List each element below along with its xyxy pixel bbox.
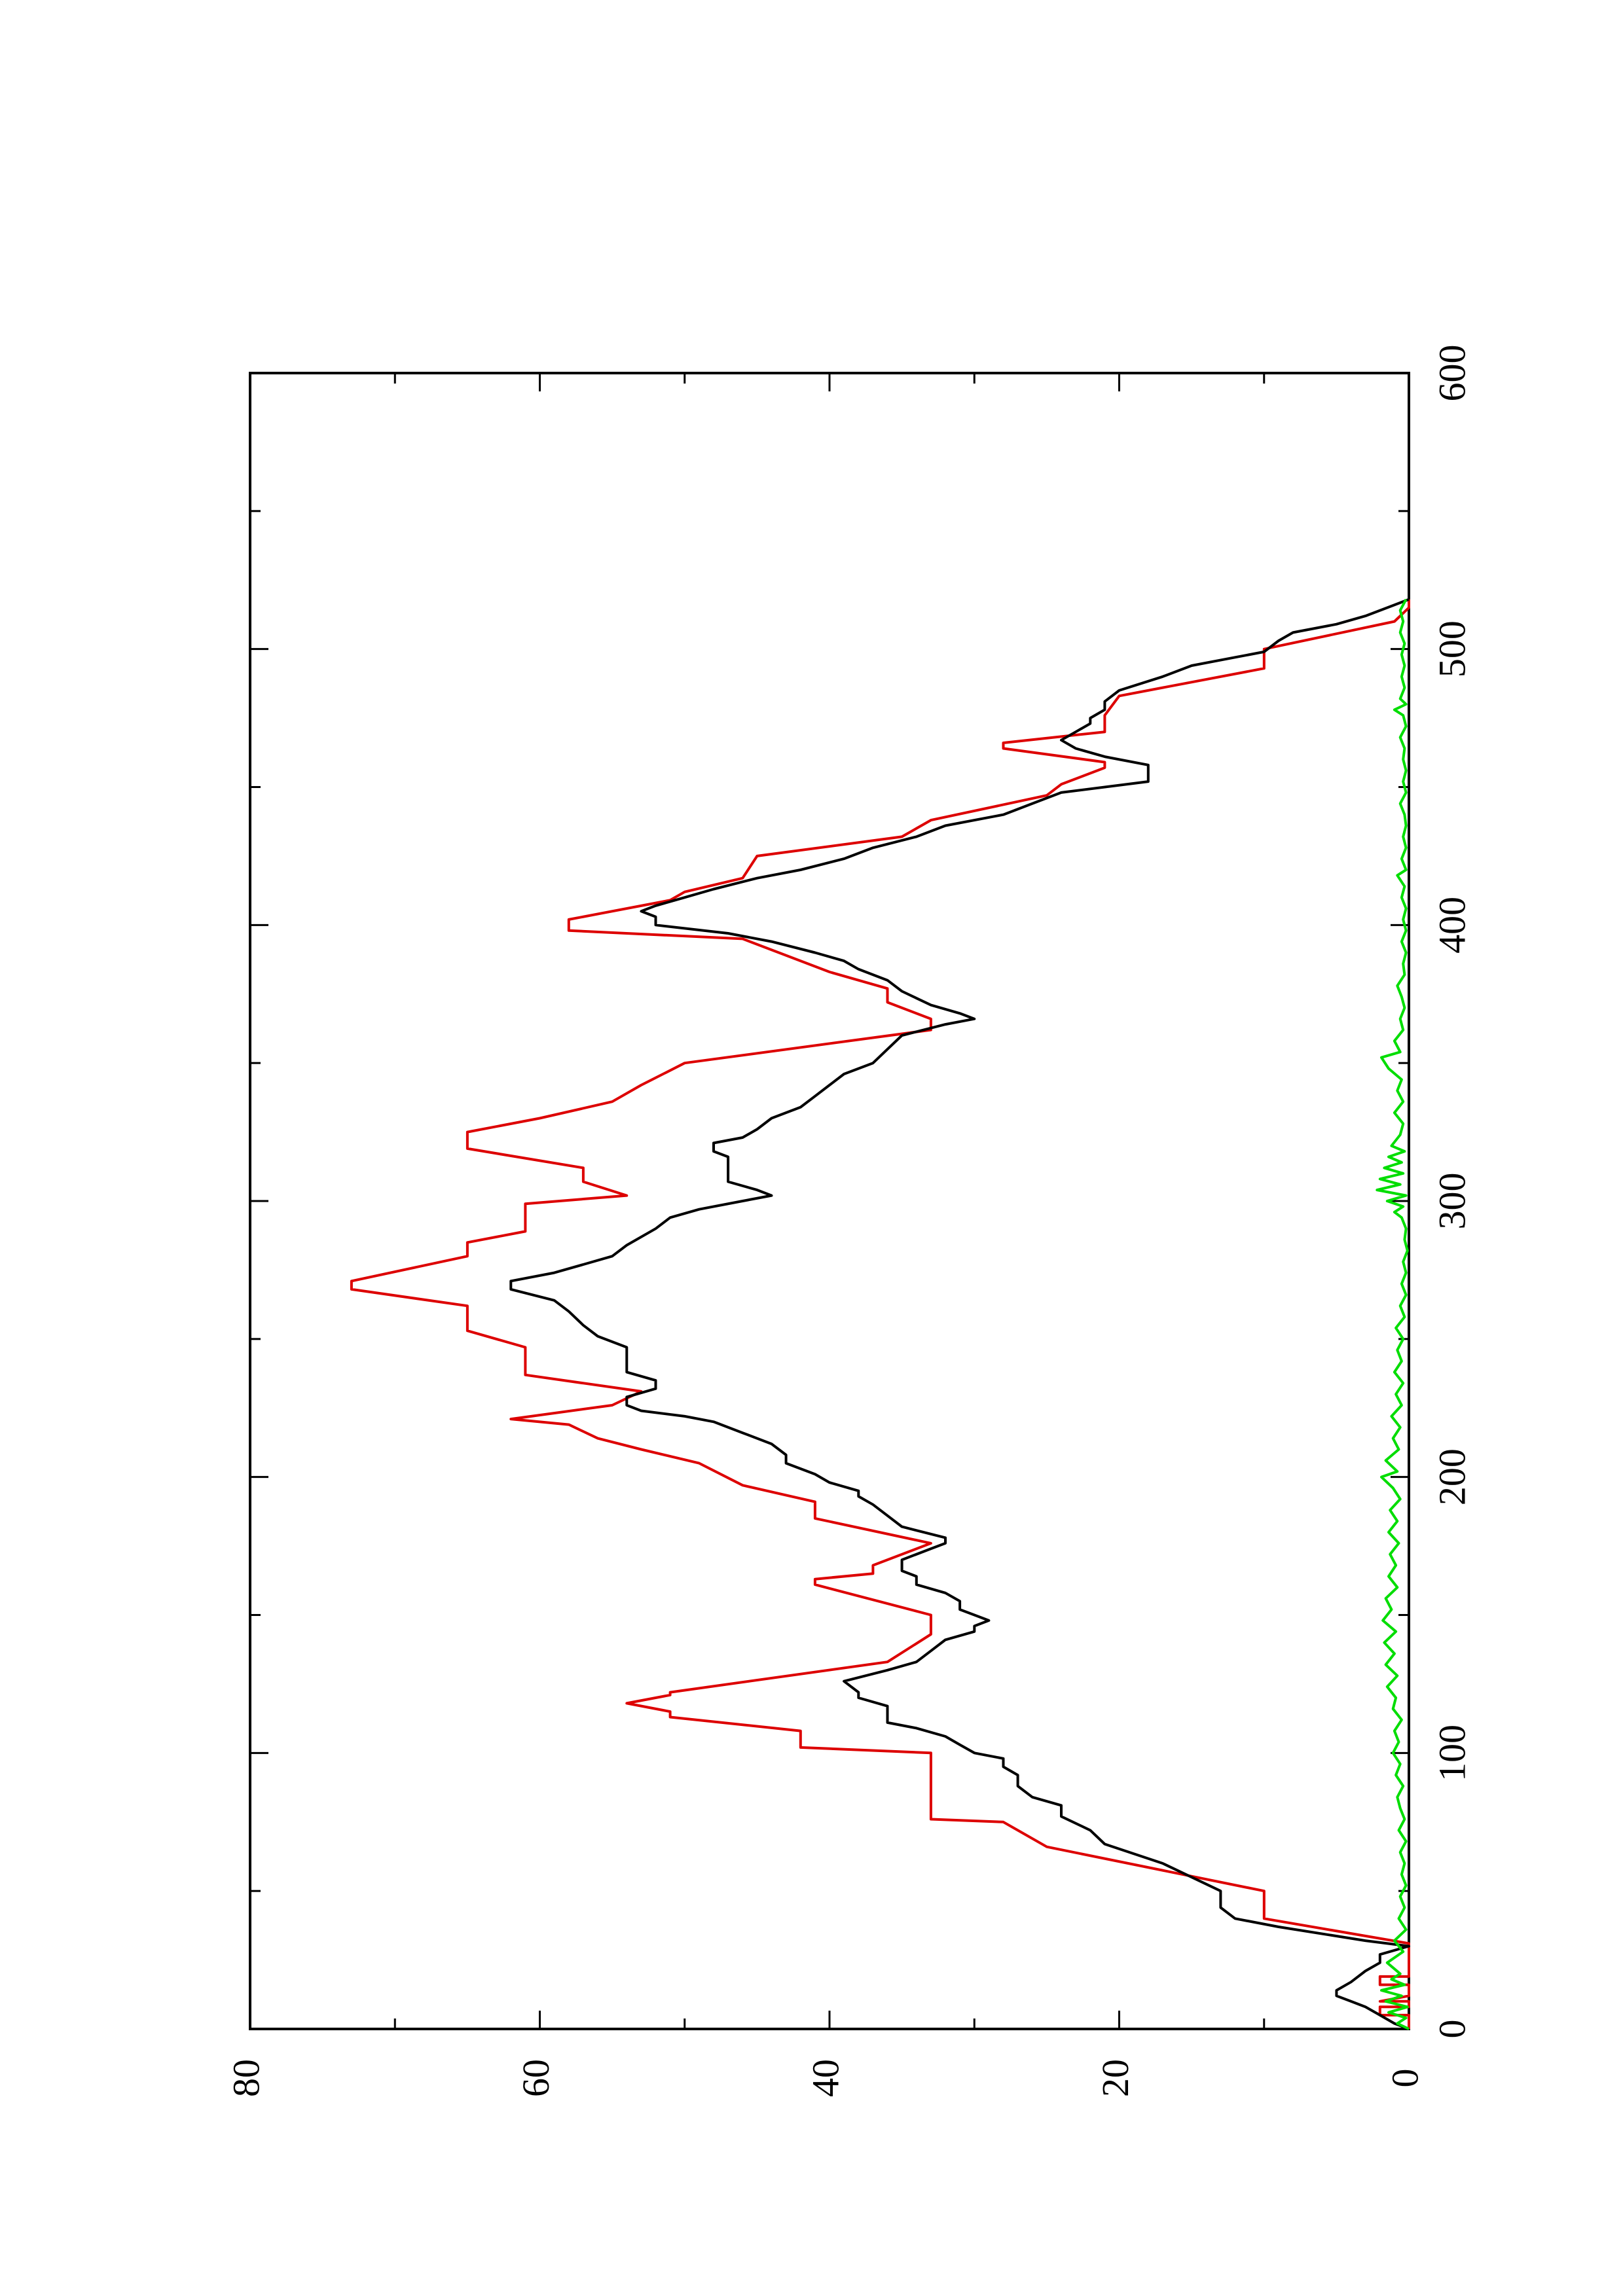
- y-tick-label: 80: [225, 2059, 267, 2097]
- series-red-line: [350, 599, 1410, 2029]
- y-tick-label: 20: [1094, 2059, 1137, 2097]
- x-tick-label: 400: [1431, 897, 1473, 954]
- series-group: [350, 598, 1410, 2030]
- x-tick-label: 200: [1431, 1448, 1473, 1505]
- axis-tick-labels: 0 100 200 300 400 500 600 0 20 40 60 80: [225, 345, 1473, 2098]
- series-black-line: [509, 598, 1410, 2030]
- x-tick-label: 600: [1431, 345, 1473, 402]
- x-tick-label: 0: [1431, 2020, 1473, 2039]
- axis-ticks: [249, 372, 1410, 2030]
- y-tick-label: 0: [1383, 2069, 1426, 2088]
- x-tick-label: 500: [1431, 620, 1473, 677]
- series-green-line: [1376, 598, 1410, 2030]
- x-tick-label: 100: [1431, 1725, 1473, 1782]
- y-tick-label: 40: [804, 2059, 847, 2097]
- y-tick-label: 60: [515, 2059, 557, 2097]
- plot-frame: [249, 372, 1410, 2030]
- x-tick-label: 300: [1431, 1173, 1473, 1230]
